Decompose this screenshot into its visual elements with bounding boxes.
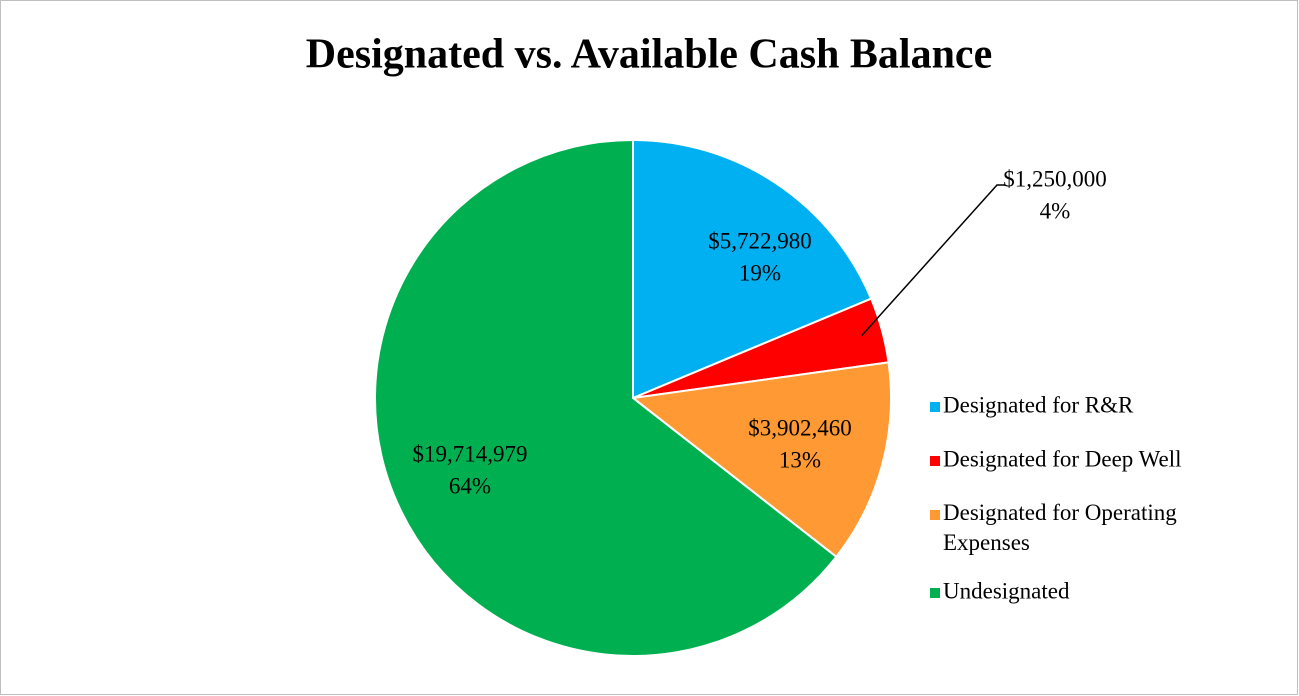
pie-slice <box>630 361 892 559</box>
percent-label: 19% <box>739 260 781 285</box>
data-label: $19,714,979 <box>413 441 528 466</box>
legend-swatch <box>930 588 940 598</box>
legend-label: Designated for Operating Expenses <box>943 500 1177 555</box>
legend-swatch <box>930 510 940 520</box>
legend-label: Designated for R&R <box>943 392 1134 417</box>
percent-label: 4% <box>1040 198 1071 223</box>
legend-swatch <box>930 456 940 466</box>
chart-title: Designated vs. Available Cash Balance <box>306 32 992 78</box>
legend-swatch <box>930 402 940 412</box>
percent-label: 64% <box>449 473 491 498</box>
legend-label: Designated for Deep Well <box>943 446 1182 471</box>
percent-label: 13% <box>779 447 821 472</box>
pie-slice <box>632 138 873 400</box>
data-label: $5,722,980 <box>708 228 812 253</box>
data-label: $3,902,460 <box>748 415 852 440</box>
legend-label: Undesignated <box>943 578 1070 603</box>
data-label: $1,250,000 <box>1003 166 1107 191</box>
pie-slice <box>374 138 838 657</box>
leader-line <box>861 184 1005 336</box>
